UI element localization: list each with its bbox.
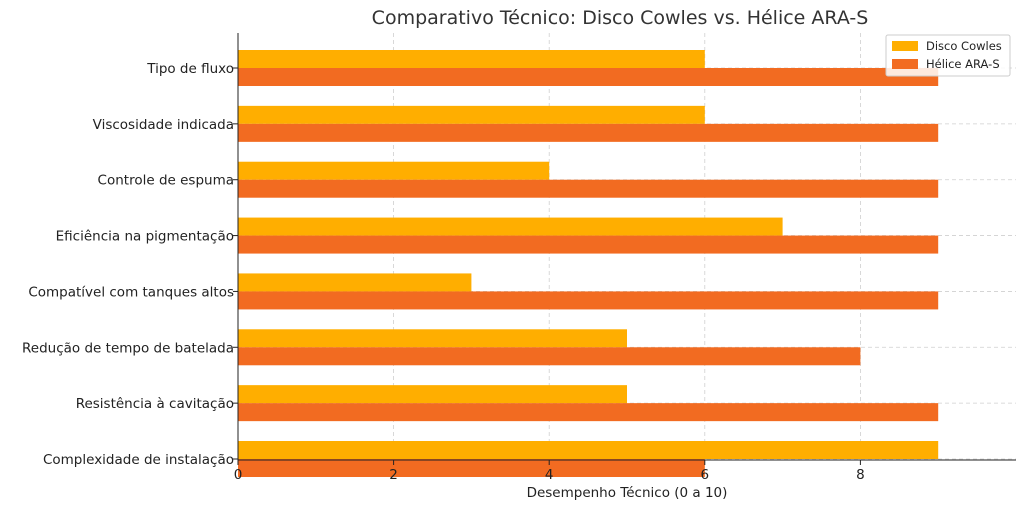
x-tick-label: 0 [234, 467, 243, 483]
category-labels: Tipo de fluxo Viscosidade indicada Control… [22, 61, 238, 468]
legend-label-disco-cowles: Disco Cowles [926, 39, 1002, 53]
category-label: Redução de tempo de batelada [22, 340, 234, 356]
legend-label-helice-ara-s: Hélice ARA-S [926, 57, 1000, 71]
bar-helice-ara-s [238, 68, 939, 86]
category-label: Viscosidade indicada [93, 117, 234, 133]
chart-title: Comparativo Técnico: Disco Cowles vs. Hé… [372, 7, 869, 29]
legend: Disco Cowles Hélice ARA-S [885, 34, 1011, 77]
bar-helice-ara-s [238, 123, 939, 142]
x-tick-label: 4 [545, 467, 554, 483]
bar-disco-cowles [238, 441, 939, 459]
bars-layer [238, 50, 939, 477]
category-label: Controle de espuma [98, 173, 234, 189]
bar-disco-cowles [238, 273, 472, 292]
bar-disco-cowles [238, 329, 627, 348]
legend-swatch-disco-cowles [892, 41, 918, 51]
category-label: Compatível com tanques altos [28, 284, 234, 300]
bar-helice-ara-s [238, 347, 861, 366]
category-label: Tipo de fluxo [146, 61, 234, 77]
bar-helice-ara-s [238, 403, 939, 422]
bar-helice-ara-s [238, 179, 939, 198]
bar-disco-cowles [238, 161, 550, 180]
bar-helice-ara-s [238, 291, 939, 310]
bar-helice-ara-s [238, 459, 705, 477]
bar-disco-cowles [238, 385, 627, 404]
x-tick-label: 6 [701, 467, 710, 483]
category-label: Eficiência na pigmentação [56, 229, 234, 245]
bar-helice-ara-s [238, 235, 939, 254]
category-label: Resistência à cavitação [76, 396, 234, 412]
x-axis-label: Desempenho Técnico (0 a 10) [527, 485, 728, 501]
x-tick-label: 2 [389, 467, 398, 483]
x-tick-labels: 0 2 4 6 8 [234, 460, 865, 483]
legend-swatch-helice-ara-s [892, 59, 918, 69]
category-label: Complexidade de instalação [43, 452, 234, 468]
bar-disco-cowles [238, 217, 783, 236]
bar-disco-cowles [238, 105, 705, 124]
x-tick-label: 8 [856, 467, 865, 483]
bar-disco-cowles [238, 50, 705, 68]
